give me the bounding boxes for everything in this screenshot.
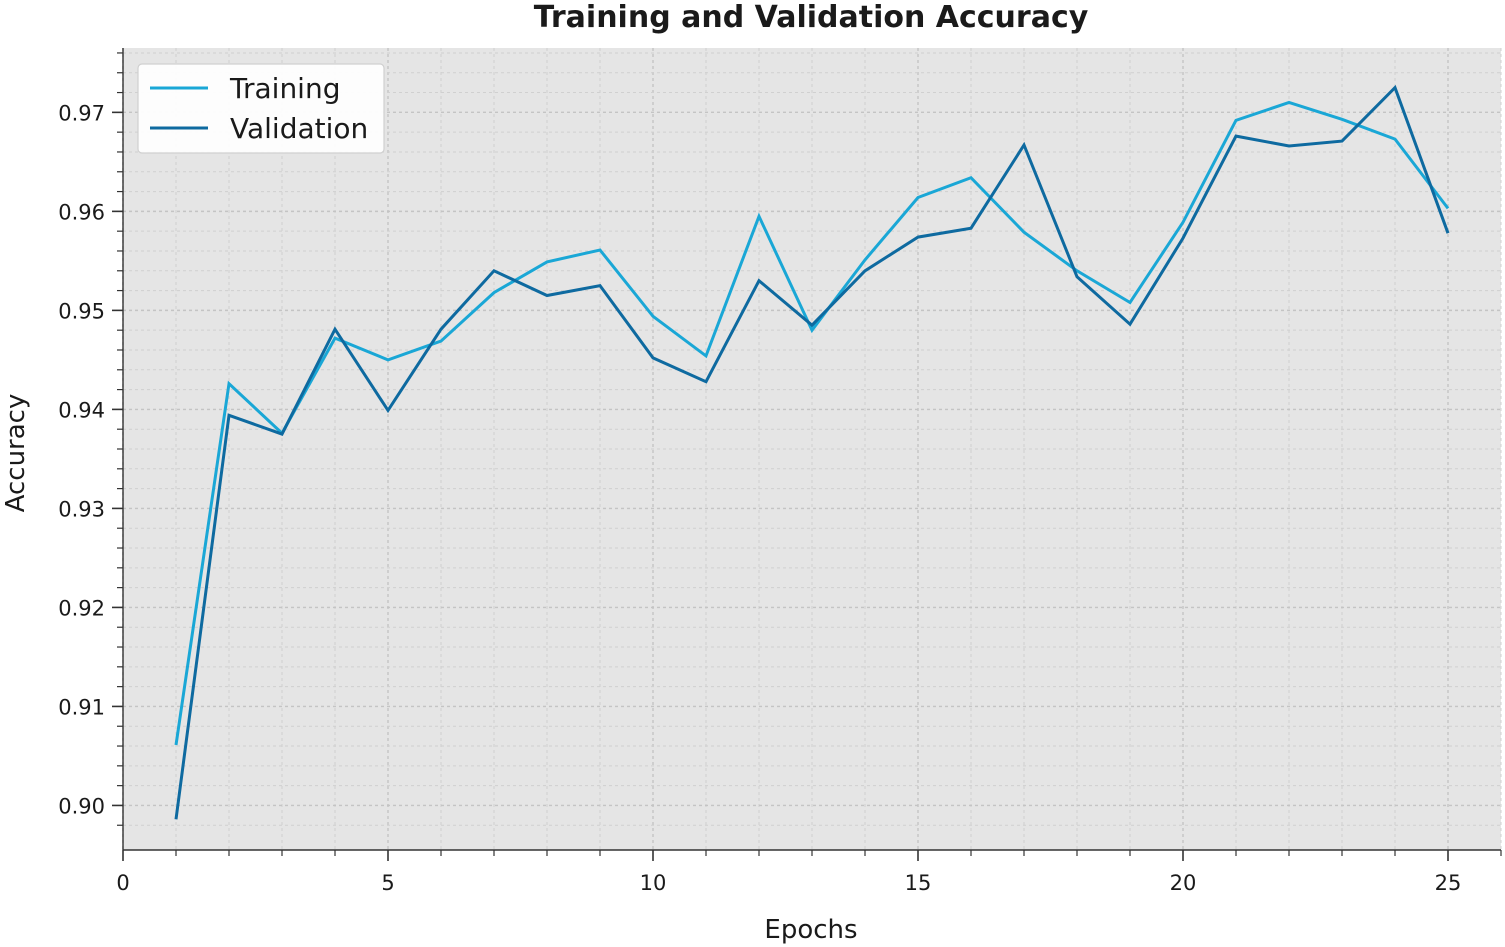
legend-label-training: Training: [229, 72, 340, 105]
y-tick-label: 0.97: [58, 101, 105, 125]
y-tick-label: 0.92: [58, 596, 105, 620]
y-tick-label: 0.93: [58, 497, 105, 521]
y-tick-label: 0.95: [58, 299, 105, 323]
legend-box: [137, 63, 385, 154]
series-line-training: [174, 100, 1450, 746]
x-tick-label: 0: [116, 871, 129, 895]
series-lines: [174, 84, 1450, 820]
legend: Training Validation: [137, 63, 385, 154]
y-tick-label: 0.96: [58, 200, 105, 224]
y-tick-label: 0.90: [58, 794, 105, 818]
y-axis-title: Accuracy: [1, 394, 31, 513]
y-tick-label: 0.94: [58, 398, 105, 422]
chart-title: Training and Validation Accuracy: [534, 0, 1089, 35]
x-tick-label: 5: [381, 871, 394, 895]
axes: 0 5 10 15 20 25 0.90 0.91 0.92 0.93 0.94 0.95 0.96 0.…: [58, 48, 1502, 895]
legend-label-validation: Validation: [230, 112, 368, 145]
x-axis-title: Epochs: [764, 915, 857, 945]
grid-lines: [122, 48, 1502, 850]
y-tick-label: 0.91: [58, 695, 105, 719]
series-line-validation: [174, 84, 1450, 820]
x-tick-label: 10: [640, 871, 667, 895]
x-tick-label: 20: [1170, 871, 1197, 895]
x-tick-label: 15: [905, 871, 932, 895]
x-tick-label: 25: [1435, 871, 1462, 895]
